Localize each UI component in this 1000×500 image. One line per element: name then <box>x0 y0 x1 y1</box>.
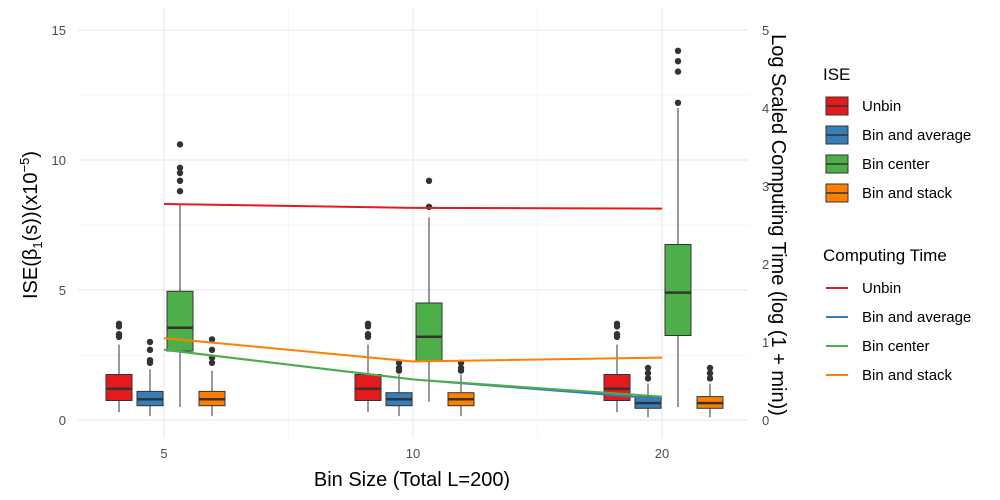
outlier-point <box>176 169 184 177</box>
outlier-point <box>176 164 184 171</box>
y-tick-label: 0 <box>59 413 66 428</box>
y2-tick-label: 3 <box>762 179 769 194</box>
outlier-point <box>674 68 682 75</box>
outlier-point <box>208 336 216 343</box>
y2-tick-label: 1 <box>762 335 769 350</box>
legend-line-label: Bin center <box>862 338 930 355</box>
outlier-point <box>395 364 403 372</box>
legend-line-label: Bin and average <box>862 309 971 326</box>
outlier-point <box>364 320 372 327</box>
x-tick-label: 5 <box>160 446 167 461</box>
outlier-point <box>613 320 621 327</box>
outlier-point <box>706 364 714 372</box>
outlier-point <box>425 203 433 210</box>
legend-line-title: Computing Time <box>823 246 947 265</box>
boxplot <box>166 141 194 407</box>
outlier-point <box>208 359 216 366</box>
legend-line-label: Unbin <box>862 280 901 297</box>
legend-box-items: Unbin Bin and average Bin center Bin and st… <box>825 96 971 203</box>
outlier-point <box>644 370 652 377</box>
tick-layer: 0 5 10 15 0 1 2 3 4 5 5 10 20 <box>52 23 770 461</box>
outlier-point <box>208 346 216 353</box>
legend-line-label: Bin and stack <box>862 367 953 384</box>
outlier-point <box>146 338 154 346</box>
y2-axis-title: Log Scaled Computing Time (log (1 + min)… <box>767 34 789 416</box>
line-layer <box>163 202 663 400</box>
box <box>415 302 443 362</box>
legend-box-label: Bin and stack <box>862 185 953 202</box>
legend-box-label: Bin and average <box>862 127 971 144</box>
outlier-point <box>115 331 123 338</box>
boxplot <box>198 336 226 417</box>
y-tick-label: 10 <box>52 153 66 168</box>
outlier-point <box>146 346 154 353</box>
boxplot <box>447 359 475 417</box>
x-axis-title: Bin Size (Total L=200) <box>314 469 510 491</box>
box <box>664 244 692 336</box>
y-title-sup: −5 <box>17 158 32 173</box>
outlier-point <box>115 320 123 327</box>
boxplot <box>603 320 631 413</box>
outlier-point <box>425 177 433 184</box>
boxplot <box>634 364 662 418</box>
y-title-sub: 1 <box>30 241 45 248</box>
outlier-point <box>457 364 465 372</box>
series-line <box>163 202 663 210</box>
outlier-point <box>176 188 184 195</box>
x-tick-label: 10 <box>406 446 420 461</box>
y-tick-label: 15 <box>52 23 66 38</box>
boxplot <box>105 320 133 413</box>
legend-box-label: Unbin <box>862 98 901 115</box>
y2-tick-label: 4 <box>762 101 769 116</box>
outlier-point <box>644 364 652 372</box>
legend-box-title: ISE <box>823 65 850 84</box>
boxplot <box>664 47 692 407</box>
y-axis-title: ISE(β1(s))(x10−5) <box>17 151 45 299</box>
outlier-point <box>706 370 714 377</box>
outlier-point <box>674 99 682 107</box>
box <box>354 374 382 401</box>
box <box>166 290 194 352</box>
boxplot <box>354 320 382 413</box>
boxplot <box>385 359 413 417</box>
y2-tick-label: 0 <box>762 413 769 428</box>
legend-line-items: Unbin Bin and average Bin center Bin and st… <box>826 280 971 384</box>
y-title-pre: ISE( <box>20 260 42 299</box>
outlier-point <box>146 357 154 364</box>
outlier-point <box>674 47 682 54</box>
outlier-point <box>706 375 714 382</box>
y-title-mid: (s))(x10 <box>20 172 42 241</box>
series-line <box>163 348 663 398</box>
outlier-point <box>674 58 682 65</box>
y2-tick-label: 2 <box>762 257 769 272</box>
outlier-point <box>613 331 621 338</box>
box <box>105 374 133 401</box>
boxplot <box>136 338 164 417</box>
outlier-point <box>176 141 184 148</box>
outlier-point <box>176 177 184 184</box>
legend-box-label: Bin center <box>862 156 930 173</box>
y-title-beta: β <box>20 249 42 261</box>
grid-layer <box>78 8 748 438</box>
box-layer <box>105 47 724 418</box>
y-title-post: ) <box>20 151 42 158</box>
y2-tick-label: 5 <box>762 23 769 38</box>
y-tick-label: 5 <box>59 283 66 298</box>
outlier-point <box>644 375 652 382</box>
series-line <box>163 337 663 363</box>
x-tick-label: 20 <box>655 446 669 461</box>
boxplot <box>696 364 724 418</box>
outlier-point <box>364 331 372 338</box>
